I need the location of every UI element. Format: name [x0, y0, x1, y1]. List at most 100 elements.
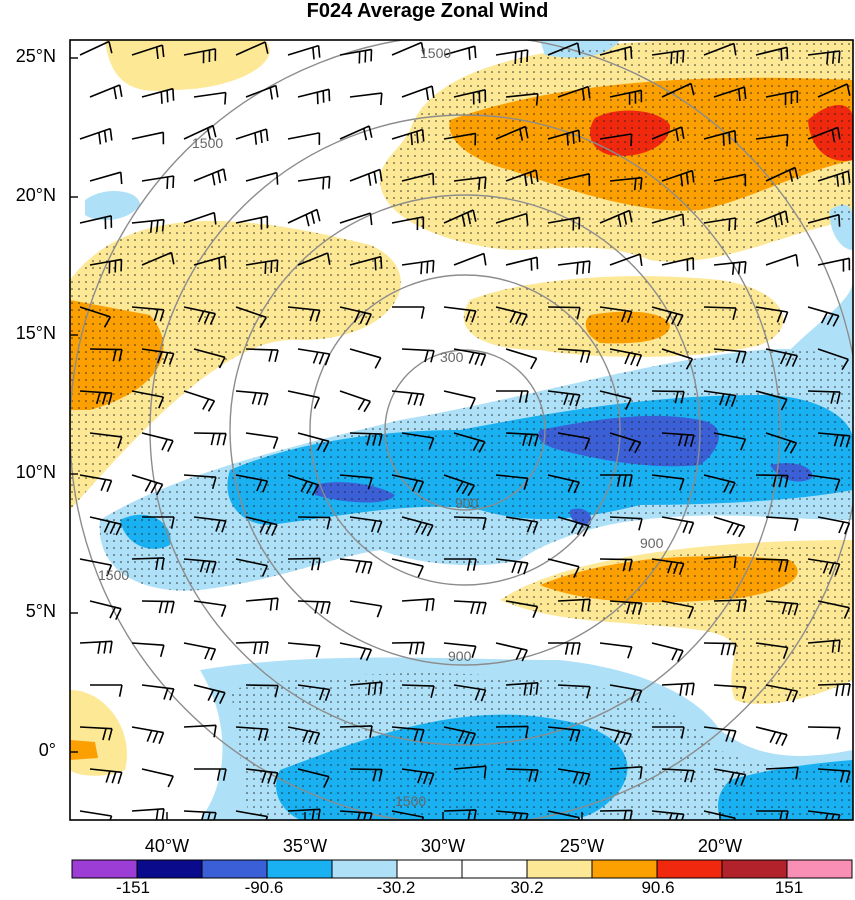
wind-barb	[495, 125, 529, 141]
wind-barb	[817, 83, 851, 98]
wind-barb	[339, 558, 373, 575]
wind-barb	[235, 726, 269, 742]
colorbar-swatch	[786, 859, 853, 879]
wind-barb	[339, 306, 372, 326]
wind-barb	[609, 432, 642, 454]
wind-barb	[756, 810, 789, 820]
wind-barb	[90, 684, 123, 697]
wind-barb	[505, 768, 539, 782]
colorbar-label: 90.6	[641, 878, 675, 897]
wind-barb	[755, 133, 789, 147]
wind-barb	[193, 348, 226, 369]
contour-label: 1500	[395, 793, 426, 809]
wind-barb	[391, 641, 425, 655]
wind-barb	[349, 168, 383, 186]
wind-barb	[287, 557, 321, 571]
wind-barb	[495, 306, 528, 326]
wind-barb	[609, 348, 643, 367]
wind-barb	[651, 810, 685, 820]
wind-barb	[651, 642, 684, 662]
range-rings	[70, 40, 853, 820]
wind-barb	[89, 258, 123, 274]
wind-barb	[131, 131, 165, 145]
wind-barb	[755, 726, 788, 746]
wind-barb	[297, 252, 331, 266]
colorbar-swatch	[591, 859, 658, 879]
wind-barb	[495, 474, 529, 491]
wind-barb	[600, 474, 633, 487]
wind-barb	[599, 642, 633, 659]
wind-barb	[89, 768, 123, 785]
wind-barb	[599, 726, 632, 746]
wind-barb	[703, 129, 737, 146]
wind-barb	[765, 348, 799, 367]
wind-barb	[661, 348, 694, 370]
wind-barb	[703, 217, 737, 231]
colorbar	[71, 859, 853, 879]
wind-barb	[287, 474, 320, 496]
wind-barb	[183, 810, 217, 820]
wind-barb	[599, 45, 633, 61]
wind-barb	[661, 516, 695, 534]
wind-barb	[142, 516, 175, 529]
wind-barb	[651, 213, 685, 227]
wind-barb	[755, 642, 789, 659]
wind-barb	[817, 348, 849, 371]
wind-barb	[817, 516, 851, 535]
chart-title: F024 Average Zonal Wind	[306, 0, 549, 22]
wind-barb	[79, 810, 113, 820]
wind-barb	[391, 216, 425, 231]
wind-barb	[401, 598, 435, 612]
wind-barb	[349, 768, 383, 782]
wind-barb	[193, 255, 227, 270]
wind-barb	[235, 41, 269, 56]
wind-barb	[661, 432, 695, 448]
wind-barb	[443, 390, 476, 410]
wind-barb	[297, 88, 331, 105]
colorbar-swatch	[136, 859, 203, 879]
wind-barb	[557, 173, 591, 186]
wind-barb	[807, 558, 841, 576]
wind-barb	[401, 684, 435, 698]
wind-barb	[651, 306, 684, 327]
wind-barb	[755, 558, 789, 572]
wind-barb	[287, 726, 321, 745]
wind-barb	[443, 209, 477, 227]
wind-barb	[245, 259, 279, 274]
wind-barb	[287, 44, 321, 60]
plot-area	[70, 40, 853, 820]
wind-barb	[287, 306, 321, 323]
wind-barb	[183, 474, 217, 490]
wind-barb	[245, 84, 279, 100]
wind-barb	[547, 216, 581, 231]
wind-barb	[141, 600, 175, 614]
x-tick-label: 20°W	[697, 836, 743, 856]
wind-barb	[141, 87, 175, 104]
wind-barb	[599, 209, 633, 228]
wind-barb	[235, 128, 269, 145]
wind-barb	[131, 306, 165, 322]
wind-barb	[79, 558, 113, 577]
wind-barb	[89, 600, 122, 620]
wind-barb	[183, 48, 217, 64]
wind-barb	[297, 684, 331, 701]
wind-barb	[547, 42, 581, 56]
wind-barb	[183, 558, 217, 574]
contour-label: 900	[448, 648, 472, 664]
wind-barb	[495, 558, 529, 575]
wind-barb	[661, 82, 695, 98]
wind-barb	[713, 432, 747, 451]
wind-barb	[453, 89, 487, 105]
wind-barb	[401, 348, 435, 363]
wind-barb	[755, 210, 789, 228]
wind-barb	[141, 251, 175, 266]
wind-barb	[183, 724, 217, 738]
wind-barb	[599, 133, 633, 147]
wind-barb	[79, 726, 113, 741]
wind-barb	[547, 306, 581, 320]
wind-barb	[141, 175, 175, 189]
wind-barb	[505, 432, 539, 447]
contour-label: 300	[440, 349, 464, 365]
wind-barb	[131, 390, 165, 409]
